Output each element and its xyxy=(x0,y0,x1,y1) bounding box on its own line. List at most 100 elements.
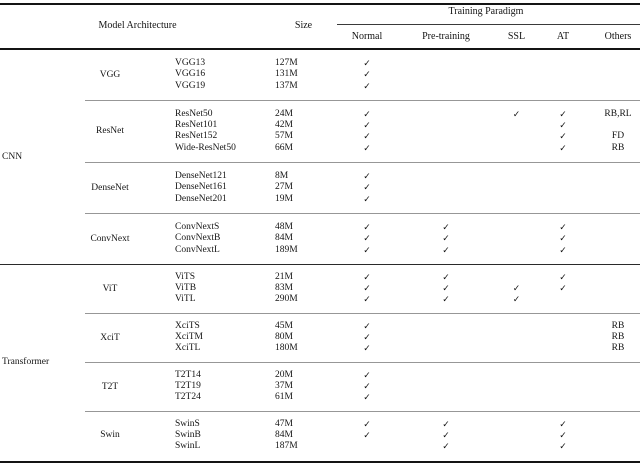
model-name-cell: XciTL xyxy=(175,343,201,354)
header-others: Others xyxy=(604,31,632,42)
table-row: ResNet50 24M ✓ ✓ ✓ RB,RL xyxy=(175,109,640,120)
family-label: Swin xyxy=(100,430,120,441)
others-cell xyxy=(583,441,640,452)
model-name-cell: VGG16 xyxy=(175,69,206,80)
check-pretraining xyxy=(402,58,490,69)
check-normal: ✓ xyxy=(363,233,371,244)
others-cell xyxy=(583,58,640,69)
check-at: ✓ xyxy=(559,108,567,119)
size-cell: 137M xyxy=(275,80,298,91)
section-cnn: CNN VGG VGG13 127M ✓ VGG16 131M ✓ VGG19 137M ✓ ResN… xyxy=(0,50,640,264)
family-label: ResNet xyxy=(96,126,124,137)
table-row: T2T24 61M ✓ xyxy=(175,392,640,403)
table-row: ViTS 21M ✓ ✓ ✓ xyxy=(175,272,640,283)
others-cell xyxy=(583,182,640,193)
size-cell: 180M xyxy=(275,343,298,354)
table-row: VGG13 127M ✓ xyxy=(175,58,640,69)
check-pretraining: ✓ xyxy=(442,271,450,282)
others-cell xyxy=(583,171,640,182)
check-at: ✓ xyxy=(559,120,567,131)
others-cell: RB xyxy=(611,332,625,343)
group-separator xyxy=(85,312,640,314)
check-ssl: ✓ xyxy=(512,108,521,119)
header-pretraining: Pre-training xyxy=(422,31,470,42)
check-ssl xyxy=(490,58,543,69)
group-resnet: ResNet ResNet50 24M ✓ ✓ ✓ RB,RL ResNet101 42M ✓ ✓ R… xyxy=(0,101,640,162)
check-at xyxy=(543,343,583,354)
header-model-architecture: Model Architecture xyxy=(98,20,177,31)
header-rule xyxy=(0,48,640,50)
model-name-cell: XciTM xyxy=(175,332,203,343)
size-cell: 45M xyxy=(275,320,293,331)
check-normal: ✓ xyxy=(363,142,371,153)
size-cell: 48M xyxy=(275,221,293,232)
model-name-cell: SwinS xyxy=(175,418,200,429)
check-normal: ✓ xyxy=(363,332,371,343)
size-cell: 21M xyxy=(275,271,293,282)
size-cell: 8M xyxy=(275,171,289,182)
check-normal: ✓ xyxy=(363,80,371,91)
check-normal: ✓ xyxy=(363,320,371,331)
check-normal: ✓ xyxy=(363,182,371,193)
group-swin: Swin SwinS 47M ✓ ✓ ✓ SwinB 84M ✓ ✓ ✓ SwinL 187M ✓ ✓ xyxy=(0,412,640,460)
size-cell: 84M xyxy=(275,233,293,244)
check-at xyxy=(543,370,583,381)
table-row: DenseNet201 19M ✓ xyxy=(175,194,640,205)
size-cell: 84M xyxy=(275,429,293,440)
check-ssl xyxy=(490,332,543,343)
check-ssl xyxy=(490,194,543,205)
table-row: ViTL 290M ✓ ✓ ✓ xyxy=(175,294,640,305)
family-label: T2T xyxy=(101,381,119,392)
others-cell xyxy=(583,283,640,294)
check-at: ✓ xyxy=(559,418,567,429)
check-pretraining: ✓ xyxy=(442,418,450,429)
group-xcit: XciT XciTS 45M ✓ RB XciTM 80M ✓ RB XciTL 180M ✓ RB xyxy=(0,314,640,362)
check-pretraining xyxy=(402,321,490,332)
size-cell: 37M xyxy=(275,380,293,391)
check-at: ✓ xyxy=(559,131,567,142)
others-cell xyxy=(583,194,640,205)
size-cell: 83M xyxy=(275,283,293,294)
check-at xyxy=(543,294,583,305)
check-ssl xyxy=(490,419,543,430)
others-cell xyxy=(583,370,640,381)
header-training-paradigm: Training Paradigm xyxy=(448,6,524,17)
check-normal: ✓ xyxy=(363,193,371,204)
size-cell: 57M xyxy=(275,131,293,142)
section-transformer: Transformer ViT ViTS 21M ✓ ✓ ✓ ViTB 83M ✓ ✓ ✓ ✓ ViTL 2… xyxy=(0,263,640,460)
size-cell: 80M xyxy=(275,332,293,343)
others-cell xyxy=(583,419,640,430)
check-normal: ✓ xyxy=(363,283,371,294)
model-name-cell: SwinB xyxy=(175,429,201,440)
size-cell: 47M xyxy=(275,418,293,429)
check-normal: ✓ xyxy=(363,429,371,440)
check-pretraining xyxy=(402,81,490,92)
check-at xyxy=(543,69,583,80)
group-separator xyxy=(85,162,640,164)
header-normal: Normal xyxy=(351,31,383,42)
check-ssl xyxy=(490,233,543,244)
check-normal: ✓ xyxy=(363,369,371,380)
check-at xyxy=(543,321,583,332)
check-pretraining xyxy=(402,392,490,403)
family-label: ViT xyxy=(102,283,118,294)
model-name-cell: ResNet152 xyxy=(175,131,218,142)
header-at: AT xyxy=(556,31,570,42)
table-row: SwinS 47M ✓ ✓ ✓ xyxy=(175,419,640,430)
family-label: XciT xyxy=(100,332,120,343)
check-pretraining xyxy=(402,120,490,131)
section-label: Transformer xyxy=(2,357,50,368)
check-normal: ✓ xyxy=(363,244,371,255)
check-ssl xyxy=(490,222,543,233)
family-label: VGG xyxy=(99,69,121,80)
model-name-cell: DenseNet201 xyxy=(175,193,227,204)
check-pretraining xyxy=(402,332,490,343)
check-normal: ✓ xyxy=(363,392,371,403)
check-ssl xyxy=(490,343,543,354)
check-at: ✓ xyxy=(559,233,567,244)
table-row: DenseNet161 27M ✓ xyxy=(175,182,640,193)
others-cell xyxy=(583,381,640,392)
check-ssl: ✓ xyxy=(512,294,521,305)
size-cell: 66M xyxy=(275,142,293,153)
